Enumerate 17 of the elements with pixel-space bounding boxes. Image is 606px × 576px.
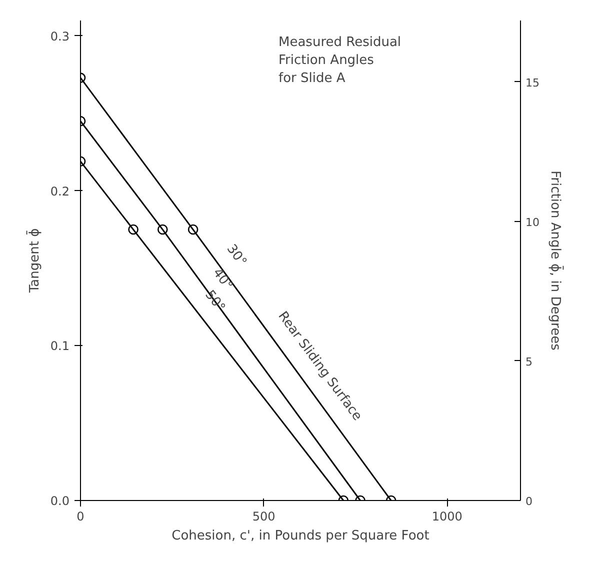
y2-tick-label: 5 [526,355,532,368]
y-tick-label: 0.3 [50,29,70,44]
y2-tick-label: 15 [526,76,540,90]
y2-axis-title: Friction Angle ϕ̄, in Degrees [547,170,564,351]
x-axis-title: Cohesion, c', in Pounds per Square Foot [172,528,430,544]
x-tick-label: 1000 [432,510,462,524]
y-tick-label: 0.2 [50,184,70,198]
x-tick-label: 0 [76,510,84,524]
y-tick-label: 0.0 [50,494,70,508]
y2-tick-label: 0 [526,495,532,508]
text: 30° [223,242,250,270]
text: 50° [202,288,228,316]
y-tick-label: 0.1 [50,339,70,354]
y2-tick-label: 10 [526,216,540,229]
y-axis-title: Tangent ϕ̄ [26,228,42,294]
annotation: Measured Residual Friction Angles for Slide A [278,34,402,86]
x-tick-label: 500 [252,510,276,524]
